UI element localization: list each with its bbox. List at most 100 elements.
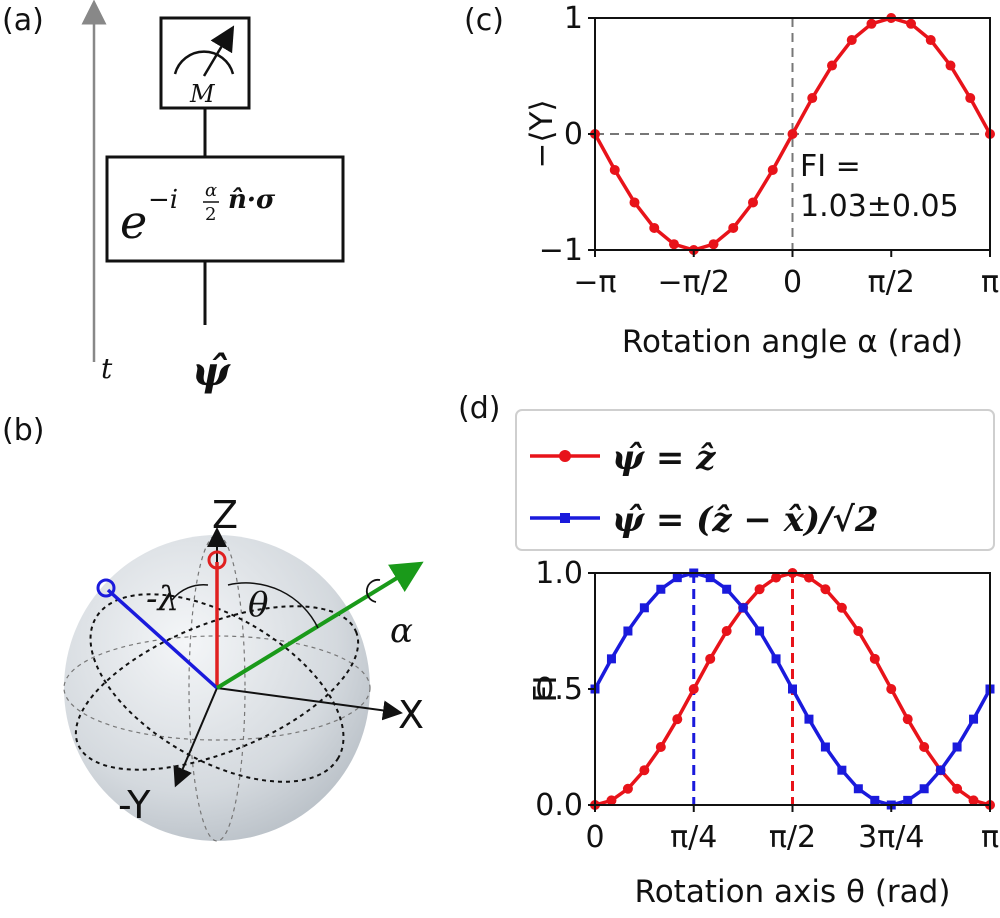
data-point-0 <box>952 783 963 794</box>
lambda-arc <box>171 583 209 601</box>
data-point-0 <box>767 164 778 175</box>
x-tick-label: π <box>981 820 999 855</box>
bloch-meridian <box>188 534 246 842</box>
rotation-axis-vector <box>215 561 424 690</box>
y-axis-label: FI <box>528 676 564 703</box>
gate-exponent: −i <box>148 185 178 215</box>
data-point-1 <box>853 784 863 794</box>
y-tick-label: 0.5 <box>535 672 583 707</box>
panel-b-label: (b) <box>2 413 44 448</box>
input-state: ψ̂ <box>192 348 231 395</box>
chart-c: FI = 1.03±0.05 −π −π/2 0 π/2 π −1 0 1 Rotation ang… <box>524 1 999 360</box>
data-point-1 <box>903 795 913 805</box>
data-point-0 <box>846 35 857 46</box>
x-tick-label: 0 <box>585 820 604 855</box>
data-point-0 <box>688 684 699 694</box>
y-axis <box>173 687 218 788</box>
data-point-0 <box>606 795 617 806</box>
meter-icon <box>173 25 235 77</box>
theta-label: θ <box>248 585 268 625</box>
gate-base: e <box>120 195 147 249</box>
data-point-1 <box>919 784 929 794</box>
rotation-gate-box <box>105 155 345 263</box>
y-tick-label: 1 <box>564 1 583 36</box>
data-point-1 <box>755 626 765 636</box>
y-tick-label: 0 <box>564 117 583 152</box>
data-point-1 <box>623 626 633 636</box>
data-point-0 <box>622 783 633 794</box>
rotation-circle-2 <box>89 593 345 783</box>
data-point-0 <box>787 129 798 139</box>
data-point-1 <box>672 573 682 583</box>
data-point-0 <box>655 742 666 752</box>
data-point-0 <box>721 626 732 636</box>
x-axis-label: Rotation axis θ (rad) <box>635 874 951 910</box>
fi-annotation-line-1: FI = <box>800 149 861 184</box>
x-tick-label: π/4 <box>670 820 717 855</box>
data-point-0 <box>708 239 719 250</box>
legend-entry-0: ψ̂ = ẑ <box>612 438 716 478</box>
x-tick-label: −π/2 <box>658 265 730 300</box>
gate-rest: n̂·σ <box>228 185 276 215</box>
blue-state-vector <box>106 588 219 690</box>
data-point-0 <box>639 765 650 776</box>
data-point-1 <box>969 714 979 724</box>
blue-state-marker <box>96 578 116 598</box>
y-tick-label: 0.0 <box>535 788 583 823</box>
x-tick-label: π <box>981 265 999 300</box>
data-point-0 <box>902 714 913 725</box>
legend-entry-1: ψ̂ = (ẑ − x̂)/√2 <box>612 500 879 540</box>
legend-marker-0 <box>559 450 571 462</box>
data-point-1 <box>936 765 946 775</box>
y-axis-label: -Y <box>118 783 151 827</box>
data-point-1 <box>705 573 715 583</box>
data-point-1 <box>870 795 880 805</box>
panel-b: (b) Z X -Y -λ θ α <box>2 413 424 842</box>
y-tick-label: −1 <box>539 233 583 268</box>
legend-box <box>515 409 995 551</box>
fi-annotation-line-2: 1.03±0.05 <box>800 189 959 224</box>
panel-a: (a) t M e −i α 2 n̂·σ ψ̂ <box>2 0 345 395</box>
panel-a-label: (a) <box>2 3 44 38</box>
data-point-0 <box>836 602 847 613</box>
data-point-1 <box>837 765 847 775</box>
data-point-0 <box>728 222 739 233</box>
gate-frac-den: 2 <box>205 204 216 225</box>
z-axis-label: Z <box>212 493 238 537</box>
x-axis <box>216 687 403 721</box>
x-axis-label: X <box>398 693 424 737</box>
data-point-1 <box>952 742 962 752</box>
data-point-1 <box>639 603 649 613</box>
alpha-label: α <box>390 611 413 651</box>
data-point-0 <box>807 93 818 104</box>
x-tick-label: π/2 <box>868 265 915 300</box>
time-label: t <box>101 352 113 385</box>
data-point-1 <box>771 654 781 664</box>
data-point-0 <box>771 572 782 583</box>
data-point-0 <box>705 653 716 664</box>
data-point-1 <box>820 742 830 752</box>
rotation-circle-1 <box>74 605 360 771</box>
x-tick-label: π/2 <box>769 820 816 855</box>
y-axis-label: −⟨Y⟩ <box>524 99 560 168</box>
x-tick-label: 3π/4 <box>858 820 924 855</box>
data-point-1 <box>788 684 798 694</box>
data-point-0 <box>672 714 683 725</box>
data-point-0 <box>803 572 814 583</box>
data-point-0 <box>866 18 877 29</box>
data-point-0 <box>968 795 979 806</box>
chart-d: 0 π/4 π/2 3π/4 π 0.0 0.5 1.0 Rotation axis θ (ra… <box>528 556 999 910</box>
data-point-0 <box>925 35 936 46</box>
panel-d-label: (d) <box>458 391 500 426</box>
panel-d: (d) ψ̂ = ẑ ψ̂ = (ẑ − x̂)/√2 0 π/4 π/2 3π/4 π 0… <box>458 391 999 910</box>
data-point-0 <box>649 222 660 233</box>
data-point-0 <box>965 93 976 104</box>
data-point-1 <box>804 714 814 724</box>
data-point-1 <box>738 603 748 613</box>
data-point-1 <box>656 584 666 594</box>
data-point-0 <box>609 164 620 175</box>
data-point-0 <box>820 584 831 595</box>
legend: ψ̂ = ẑ ψ̂ = (ẑ − x̂)/√2 <box>530 438 879 540</box>
data-point-0 <box>869 653 880 664</box>
